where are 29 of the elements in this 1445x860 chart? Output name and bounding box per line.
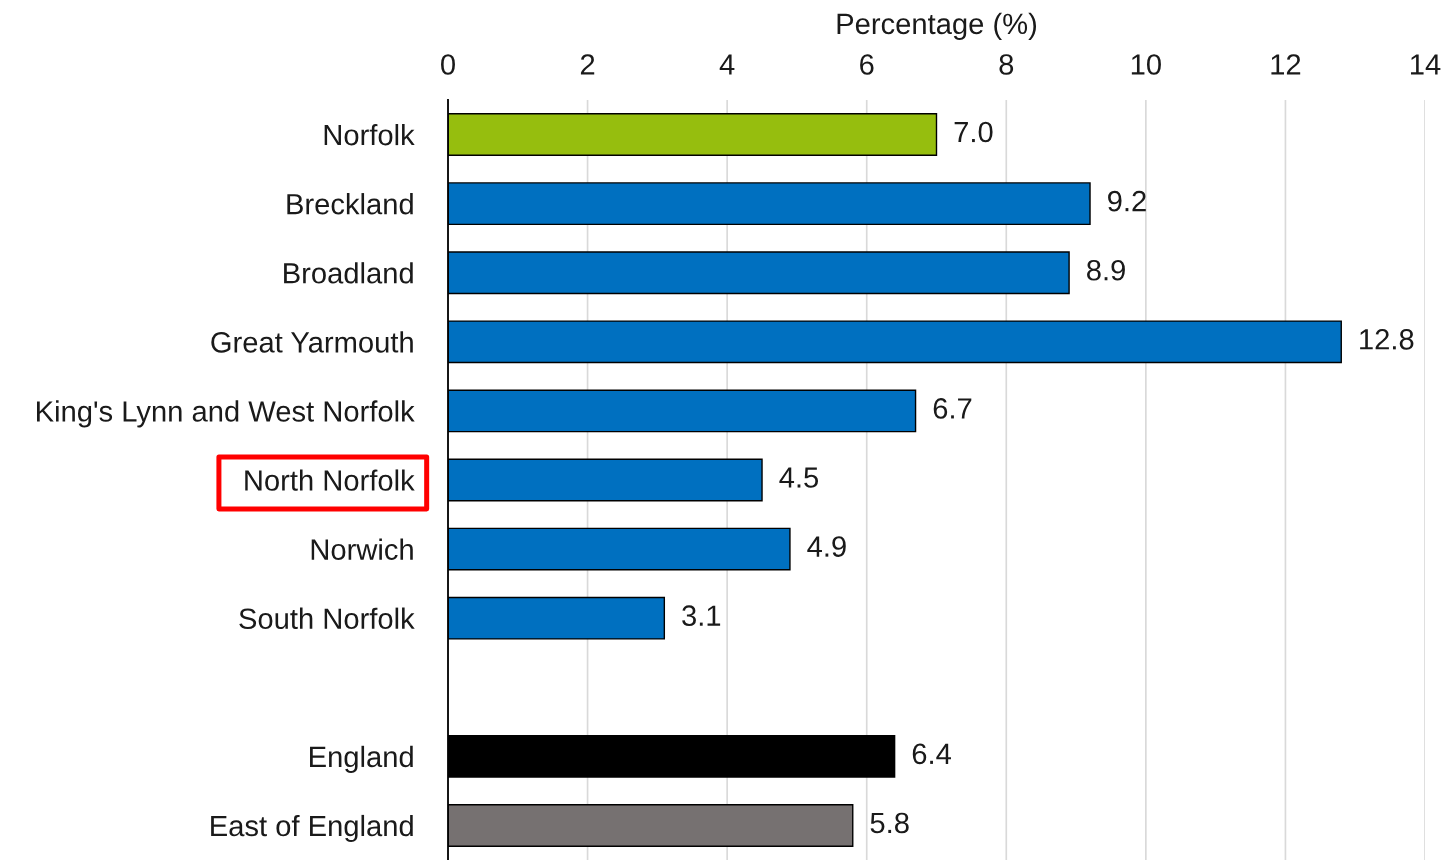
y-tick-label: Norwich bbox=[311, 538, 413, 560]
y-tick-label: England bbox=[310, 745, 413, 773]
x-tick-label: 2 bbox=[580, 54, 595, 75]
data-label: 7.0 bbox=[954, 121, 993, 143]
x-tick-label: 12 bbox=[1271, 54, 1301, 75]
data-label: 9.2 bbox=[1108, 190, 1146, 212]
x-tick-label: 0 bbox=[441, 54, 455, 75]
y-tick-label: Breckland bbox=[287, 193, 413, 215]
x-tick-label: 8 bbox=[999, 54, 1014, 75]
y-tick-label: Norfolk bbox=[324, 123, 415, 146]
y-tick-label: South Norfolk bbox=[239, 607, 415, 630]
x-tick-label: 6 bbox=[860, 54, 874, 75]
data-label: 6.7 bbox=[933, 398, 972, 419]
y-tick-label: King's Lynn and West Norfolk bbox=[37, 400, 415, 428]
x-tick-label: 10 bbox=[1131, 54, 1161, 75]
x-axis-title: Percentage (%) bbox=[837, 12, 1037, 40]
data-label: 3.1 bbox=[682, 605, 721, 627]
y-tick-label: North Norfolk bbox=[245, 469, 415, 491]
data-label: 4.9 bbox=[807, 536, 846, 557]
y-tick-label: East of England bbox=[211, 814, 413, 843]
y-tick-label: Broadland bbox=[284, 262, 413, 284]
x-tick-label: 14 bbox=[1411, 54, 1441, 75]
data-label: 5.8 bbox=[870, 812, 909, 834]
y-tick-label: Great Yarmouth bbox=[211, 331, 413, 353]
x-tick-label: 4 bbox=[719, 54, 735, 75]
data-label: 4.5 bbox=[779, 467, 819, 488]
data-label: 12.8 bbox=[1360, 328, 1414, 350]
data-label: 8.9 bbox=[1087, 259, 1125, 281]
data-label: 6.4 bbox=[912, 743, 951, 765]
